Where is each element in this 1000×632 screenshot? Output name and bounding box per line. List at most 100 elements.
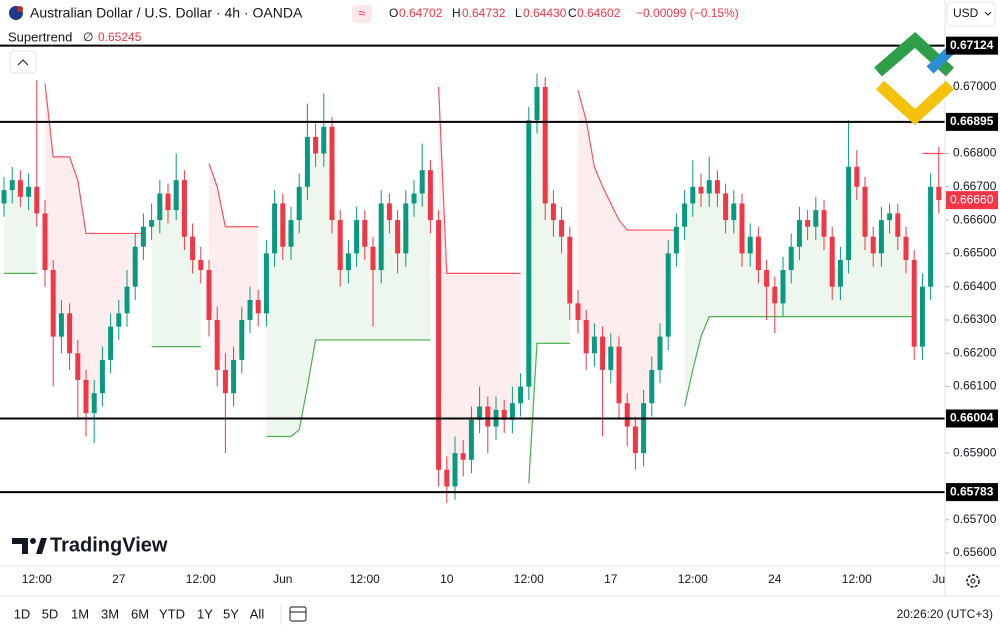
x-tick-label: 12:00	[186, 572, 216, 586]
x-tick-label: 10	[440, 572, 454, 586]
change-value: −0.00099 (−0.15%)	[636, 6, 739, 20]
candle-body	[477, 406, 483, 420]
candle-body	[846, 166, 852, 261]
candle-body	[247, 299, 253, 320]
clock: 20:26:20 (UTC+3)	[897, 607, 993, 621]
candle-body	[239, 319, 245, 360]
x-tick-label: Ju	[932, 572, 945, 586]
candle-body	[58, 313, 64, 337]
candle-body	[460, 453, 466, 460]
candle-body	[608, 346, 614, 370]
candle-body	[485, 406, 491, 427]
candle-body	[632, 426, 638, 454]
candle-body	[723, 193, 729, 221]
settings-icon[interactable]	[966, 574, 980, 588]
candle-body	[452, 453, 458, 487]
candle-body	[321, 126, 327, 154]
candle-body	[747, 236, 753, 254]
date-range-icon[interactable]	[289, 606, 307, 622]
ohlc-label: H	[452, 6, 461, 20]
candle-body	[829, 236, 835, 287]
range-button[interactable]: 1Y	[197, 606, 213, 621]
price-axis: 0.65600 0.65700 0.65900 0.66100 0.66200 0.663…	[945, 79, 997, 559]
indicator-name[interactable]: Supertrend	[8, 29, 72, 44]
currency-button[interactable]	[946, 1, 996, 27]
candle-body	[862, 186, 868, 237]
candle-body	[1, 190, 7, 204]
y-tick-label: 0.67000	[953, 79, 997, 93]
supertrend-line	[44, 83, 945, 274]
y-tick-label: 0.65600	[953, 545, 997, 559]
candle-body	[928, 186, 934, 287]
candle-body	[181, 180, 187, 237]
candle-body	[534, 86, 540, 121]
candle-body	[99, 359, 105, 394]
candle-body	[567, 236, 573, 304]
currency-label: USD	[953, 6, 979, 20]
range-button[interactable]: 5Y	[223, 606, 239, 621]
x-tick-label: 12:00	[678, 572, 708, 586]
tv-logo-text: TradingView	[50, 534, 168, 556]
candle-body	[214, 319, 220, 370]
candle-body	[378, 203, 384, 271]
candle-body	[870, 236, 876, 254]
compare-icon[interactable]	[352, 5, 372, 23]
candle-body	[780, 270, 786, 304]
range-button[interactable]: 1D	[14, 606, 31, 621]
candle-body	[895, 213, 901, 237]
y-tick-label: 0.66600	[953, 212, 997, 226]
candle-body	[788, 246, 794, 271]
range-button[interactable]: 6M	[131, 606, 149, 621]
candle-body	[919, 286, 925, 347]
candle-body	[887, 213, 893, 221]
candle-body	[288, 220, 294, 247]
candle-body	[821, 210, 827, 237]
supertrend-fill	[438, 86, 521, 479]
collapse-button[interactable]	[9, 50, 37, 74]
watermark-logo	[875, 80, 955, 126]
candle-body	[583, 319, 589, 354]
level-label: 0.65783	[950, 484, 994, 498]
candle-body	[124, 286, 130, 314]
candle-body	[140, 226, 146, 247]
candle-body	[296, 186, 302, 221]
y-tick-label: 0.66800	[953, 146, 997, 160]
range-button[interactable]: YTD	[159, 606, 185, 621]
flag-icon	[17, 6, 23, 12]
candle-body	[526, 120, 532, 387]
candle-body	[878, 220, 884, 254]
candle-body	[682, 203, 688, 227]
x-tick-label: Jun	[273, 572, 292, 586]
compare-icon: ≈	[358, 5, 365, 20]
level-label-box	[946, 409, 998, 428]
supertrend-fill	[209, 163, 259, 382]
candle-body	[198, 260, 204, 271]
candle-body	[591, 336, 597, 354]
candle-body	[263, 253, 269, 314]
range-button[interactable]: 5D	[42, 606, 59, 621]
candle-body	[624, 403, 630, 427]
tv-logo-icon	[36, 538, 47, 554]
candle-body	[714, 180, 720, 194]
candle-body	[468, 419, 474, 460]
y-tick-label: 0.66200	[953, 345, 997, 359]
candle-body	[419, 170, 425, 194]
candle-body	[657, 336, 663, 370]
supertrend-line	[4, 272, 915, 484]
last-price-label: 0.66660	[950, 192, 994, 206]
collapse-icon	[17, 59, 29, 66]
range-button[interactable]: All	[250, 606, 265, 621]
range-button[interactable]: 3M	[101, 606, 119, 621]
ohlc-label: L	[515, 6, 522, 20]
candle-body	[362, 220, 368, 247]
candle-body	[50, 270, 56, 337]
candle-body	[444, 469, 450, 487]
candle-body	[83, 379, 89, 414]
symbol-title[interactable]: Australian Dollar / U.S. Dollar · 4h · O…	[30, 5, 303, 21]
candle-body	[698, 186, 704, 194]
supertrend-fill	[151, 195, 201, 347]
candle-body	[255, 299, 261, 314]
y-tick-label: 0.66700	[953, 179, 997, 193]
range-button[interactable]: 1M	[71, 606, 89, 621]
candle-body	[649, 369, 655, 404]
